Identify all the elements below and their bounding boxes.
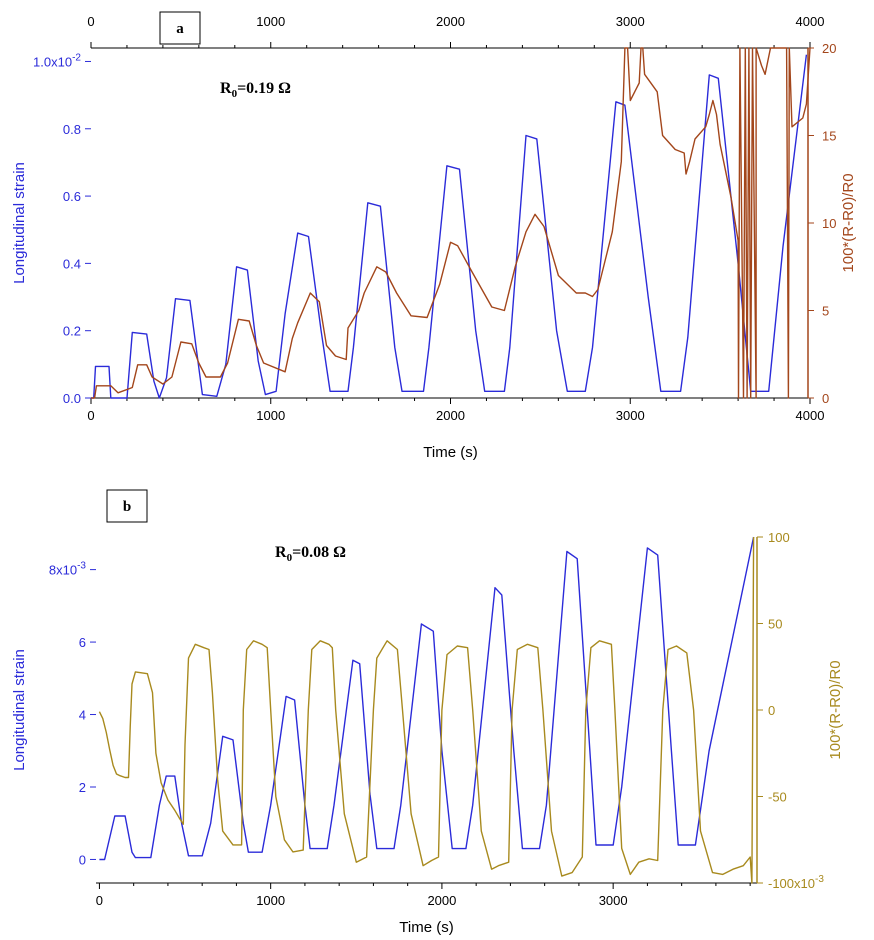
right-axis-title: 100*(R-R0)/R0	[840, 173, 857, 272]
right-axis-title: 100*(R-R0)/R0	[827, 660, 844, 759]
strain-series-line	[91, 54, 808, 399]
right-tick-label: -50	[768, 790, 787, 805]
top-tick-label: 3000	[616, 14, 645, 29]
x-tick-label: 1000	[256, 893, 285, 908]
left-tick-label: 4	[79, 708, 86, 723]
top-tick-label: 4000	[796, 14, 825, 29]
left-tick-label: 0.6	[63, 189, 81, 204]
left-tick-label: 0.2	[63, 324, 81, 339]
x-axis-title: Time (s)	[423, 444, 477, 461]
x-tick-label: 2000	[427, 893, 456, 908]
panel-a: 0 0 1000 1000 2000 2000 3000 3000 4000 4000 Time (…	[11, 11, 857, 461]
x-tick-label: 2000	[436, 408, 465, 423]
right-tick-label: 0	[822, 391, 829, 406]
r0-annotation: R0=0.08 Ω	[275, 544, 346, 564]
right-tick-label: -100x10-3	[768, 874, 824, 891]
right-tick-label: 20	[822, 41, 836, 56]
x-tick-label: 0	[87, 408, 94, 423]
top-tick-label: 2000	[436, 14, 465, 29]
r0-annotation: R0=0.19 Ω	[220, 80, 291, 100]
panel-label: a	[176, 21, 184, 37]
right-tick-label: 50	[768, 617, 782, 632]
left-tick-label: 0.4	[63, 256, 81, 271]
strain-series-line	[99, 536, 755, 861]
right-tick-label: 10	[822, 216, 836, 231]
left-tick-label: 0.0	[63, 391, 81, 406]
x-tick-label: 4000	[796, 408, 825, 423]
right-tick-label: 0	[768, 703, 775, 718]
resistance-series-line	[98, 536, 755, 884]
right-tick-label: 5	[822, 304, 829, 319]
right-tick-label: 15	[822, 129, 836, 144]
resistance-series-line	[91, 47, 811, 399]
x-tick-label: 3000	[616, 408, 645, 423]
panel-label-box	[159, 11, 201, 45]
panel-label: b	[123, 499, 131, 515]
x-tick-label: 0	[96, 893, 103, 908]
left-tick-label: 0	[79, 852, 86, 867]
top-tick-label: 1000	[256, 14, 285, 29]
x-axis-title: Time (s)	[399, 919, 453, 936]
left-tick-label: 8x10-3	[49, 561, 87, 578]
left-axis-title: Longitudinal strain	[11, 162, 28, 284]
panel-label-box	[106, 489, 148, 523]
x-tick-label: 3000	[599, 893, 628, 908]
left-tick-label: 6	[79, 635, 86, 650]
x-tick-label: 1000	[256, 408, 285, 423]
left-tick-label: 2	[79, 780, 86, 795]
left-tick-label: 1.0x10-2	[33, 52, 81, 69]
left-tick-label: 0.8	[63, 122, 81, 137]
top-tick-label: 0	[87, 14, 94, 29]
right-tick-label: 100	[768, 530, 790, 545]
left-axis-title: Longitudinal strain	[11, 649, 28, 771]
